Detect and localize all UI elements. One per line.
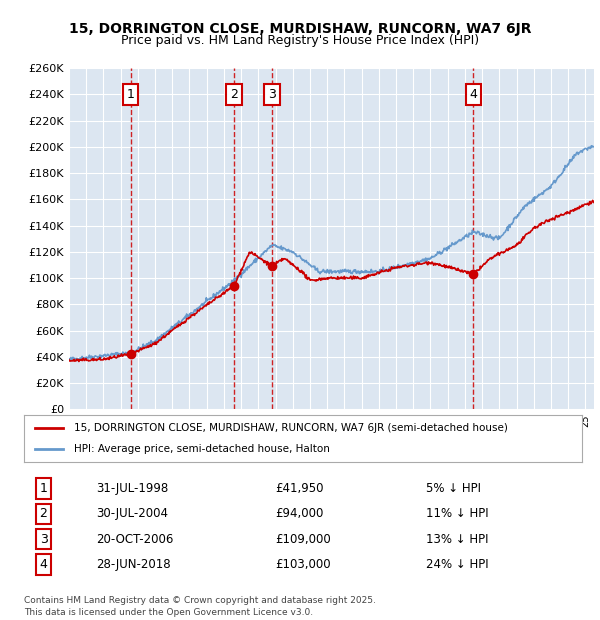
Text: 3: 3 bbox=[268, 88, 276, 101]
Text: 24% ↓ HPI: 24% ↓ HPI bbox=[426, 558, 488, 571]
Text: 11% ↓ HPI: 11% ↓ HPI bbox=[426, 508, 488, 520]
Text: £41,950: £41,950 bbox=[275, 482, 323, 495]
Text: 4: 4 bbox=[40, 558, 47, 571]
Text: 31-JUL-1998: 31-JUL-1998 bbox=[97, 482, 169, 495]
Text: HPI: Average price, semi-detached house, Halton: HPI: Average price, semi-detached house,… bbox=[74, 444, 330, 454]
Text: This data is licensed under the Open Government Licence v3.0.: This data is licensed under the Open Gov… bbox=[24, 608, 313, 617]
Text: 5% ↓ HPI: 5% ↓ HPI bbox=[426, 482, 481, 495]
Text: 30-JUL-2004: 30-JUL-2004 bbox=[97, 508, 169, 520]
Text: 2: 2 bbox=[40, 508, 47, 520]
Text: 2: 2 bbox=[230, 88, 238, 101]
Text: £109,000: £109,000 bbox=[275, 533, 331, 546]
Text: 1: 1 bbox=[40, 482, 47, 495]
Text: 13% ↓ HPI: 13% ↓ HPI bbox=[426, 533, 488, 546]
Text: Price paid vs. HM Land Registry's House Price Index (HPI): Price paid vs. HM Land Registry's House … bbox=[121, 34, 479, 47]
Text: 15, DORRINGTON CLOSE, MURDISHAW, RUNCORN, WA7 6JR: 15, DORRINGTON CLOSE, MURDISHAW, RUNCORN… bbox=[69, 22, 531, 36]
Text: £103,000: £103,000 bbox=[275, 558, 331, 571]
Text: 1: 1 bbox=[127, 88, 134, 101]
Text: 28-JUN-2018: 28-JUN-2018 bbox=[97, 558, 171, 571]
Text: Contains HM Land Registry data © Crown copyright and database right 2025.: Contains HM Land Registry data © Crown c… bbox=[24, 596, 376, 606]
Text: 20-OCT-2006: 20-OCT-2006 bbox=[97, 533, 174, 546]
Text: £94,000: £94,000 bbox=[275, 508, 323, 520]
Text: 4: 4 bbox=[469, 88, 477, 101]
Text: 3: 3 bbox=[40, 533, 47, 546]
Text: 15, DORRINGTON CLOSE, MURDISHAW, RUNCORN, WA7 6JR (semi-detached house): 15, DORRINGTON CLOSE, MURDISHAW, RUNCORN… bbox=[74, 423, 508, 433]
